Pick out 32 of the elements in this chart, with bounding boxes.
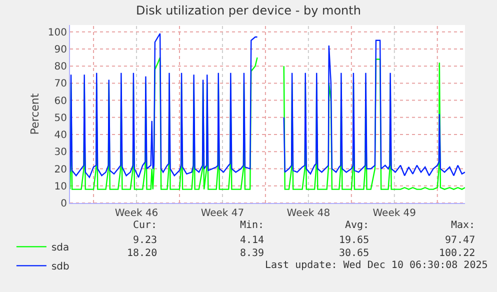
text: 9.23	[133, 235, 158, 246]
y-tick-label: 100	[48, 27, 67, 38]
y-tick-label: 60	[54, 96, 67, 107]
y-tick-label: 90	[54, 44, 67, 56]
text: 30.65	[339, 248, 370, 259]
y-tick-label: 30	[54, 147, 67, 158]
text: 18.20	[127, 248, 158, 259]
x-tick-label: Week 47	[200, 208, 244, 219]
chart-title: Disk utilization per device - by month	[136, 3, 361, 18]
legend-label: sdb	[51, 262, 70, 273]
text: Cur:	[133, 220, 158, 231]
text: Max:	[451, 220, 476, 231]
y-tick-label: 70	[54, 78, 67, 90]
text: Last update: Wed Dec 10 06:30:08 2025	[265, 260, 488, 271]
text: 8.39	[240, 248, 264, 259]
y-tick-label: 20	[54, 164, 67, 176]
y-tick-label: 0	[60, 198, 67, 210]
text: 19.65	[339, 235, 370, 246]
x-tick-label: Week 48	[286, 208, 330, 219]
legend-label: sda	[51, 242, 70, 254]
x-tick-label: Week 46	[114, 208, 158, 219]
y-tick-label: 40	[54, 130, 67, 142]
text: 100.22	[439, 248, 476, 259]
y-tick-label: 10	[54, 181, 67, 192]
text: 97.47	[445, 235, 476, 246]
y-tick-label: 80	[54, 62, 67, 73]
y-axis-title: Percent	[28, 92, 42, 135]
text: Avg:	[345, 220, 370, 231]
y-tick-label: 50	[54, 112, 67, 124]
x-tick-label: Week 49	[372, 208, 416, 219]
text: 4.14	[240, 235, 264, 246]
text: Min:	[240, 220, 264, 231]
